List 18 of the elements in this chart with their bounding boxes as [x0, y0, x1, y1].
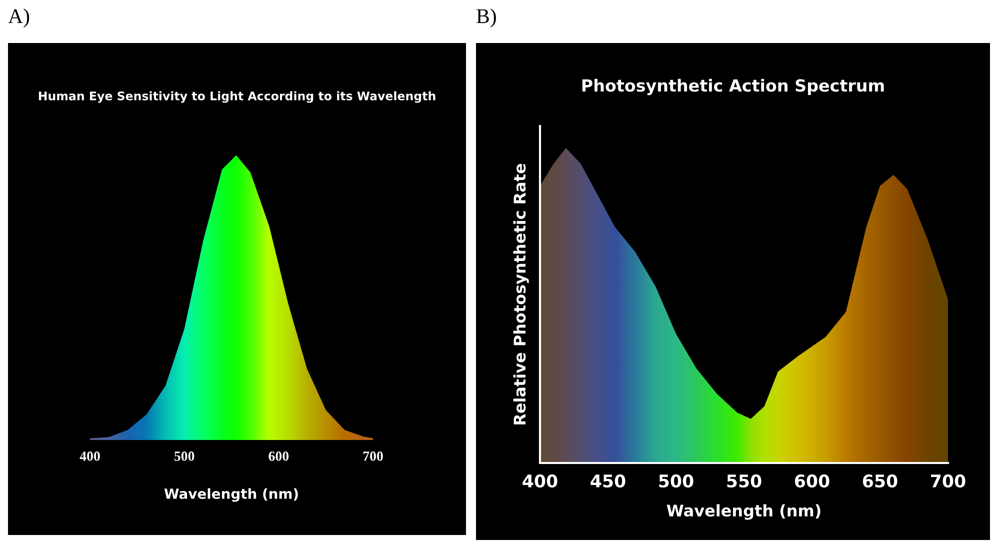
x-tick-label: 600: [794, 474, 830, 488]
text: B): [476, 8, 496, 28]
x-tick-label: 600: [268, 452, 289, 461]
x-tick-label: 400: [80, 452, 100, 461]
x-tick-label: 450: [590, 474, 626, 488]
x-axis-title: Wavelength (nm): [666, 504, 820, 520]
x-tick-label: 400: [522, 474, 558, 488]
x-tick-label: 650: [862, 474, 898, 488]
x-tick-label: 700: [363, 452, 383, 461]
y-axis-title: Relative Photosynthetic Rate: [513, 164, 529, 424]
x-tick-label: 500: [659, 474, 694, 488]
x-axis-title: Wavelength (nm): [164, 488, 298, 502]
chart-title: Human Eye Sensitivity to Light According to its Wavelength: [38, 91, 436, 103]
text: A): [8, 8, 30, 28]
chart-title: Photosynthetic Action Spectrum: [582, 78, 884, 96]
x-tick-label: 500: [174, 452, 194, 461]
x-tick-label: 700: [931, 474, 966, 488]
x-tick-label: 550: [727, 474, 762, 488]
